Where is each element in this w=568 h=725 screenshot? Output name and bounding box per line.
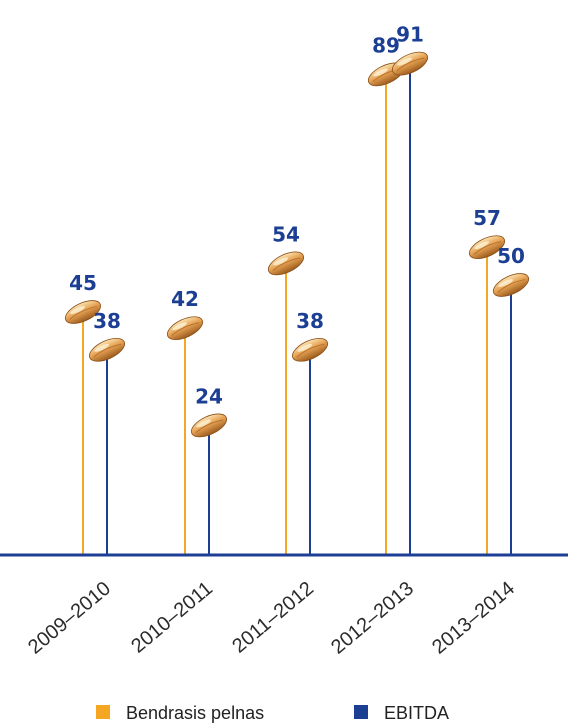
- value-label-ebitda-1: 24: [195, 384, 223, 408]
- value-label-ebitda-2: 38: [296, 309, 324, 333]
- x-tick-label-2: 2011–2012: [228, 577, 318, 657]
- x-tick-labels-layer: 2009–2010 2010–2011 2011–2012 2012–2013 2013…: [24, 577, 519, 658]
- value-label-bendrasis-pelnas-3: 89: [372, 33, 400, 57]
- legend-label-bendrasis-pelnas: Bendrasis pelnas: [126, 703, 264, 723]
- legend-label-ebitda: EBITDA: [384, 703, 449, 723]
- x-tick-label-0: 2009–2010: [24, 577, 115, 658]
- legend-swatch-bendrasis-pelnas: [96, 705, 110, 719]
- legend-swatch-ebitda: [354, 705, 368, 719]
- grain-marker-bendrasis-pelnas-0: [64, 300, 102, 324]
- x-tick-label-3: 2012–2013: [327, 577, 418, 658]
- grain-marker-ebitda-0: [88, 337, 126, 362]
- value-label-bendrasis-pelnas-0: 45: [69, 271, 97, 295]
- value-label-ebitda-4: 50: [497, 244, 525, 268]
- value-label-bendrasis-pelnas-1: 42: [171, 287, 199, 311]
- x-tick-label-1: 2010–2011: [127, 577, 217, 657]
- grain-marker-ebitda-3: [391, 51, 429, 76]
- value-label-ebitda-0: 38: [93, 309, 121, 333]
- grain-marker-bendrasis-pelnas-1: [166, 316, 204, 341]
- value-label-bendrasis-pelnas-2: 54: [272, 222, 300, 246]
- value-label-bendrasis-pelnas-4: 57: [473, 206, 501, 230]
- x-tick-label-4: 2013–2014: [428, 577, 519, 658]
- grain-marker-bendrasis-pelnas-2: [267, 251, 305, 276]
- legend: Bendrasis pelnas EBITDA: [96, 703, 449, 723]
- grain-marker-ebitda-2: [291, 337, 329, 362]
- markers-layer: [64, 51, 530, 438]
- stems-layer: [82, 63, 512, 555]
- grain-marker-ebitda-4: [492, 273, 530, 297]
- value-labels-layer: 45 42 54 89 57 38 24 38 91 50: [69, 23, 525, 409]
- grain-marker-ebitda-1: [190, 413, 228, 438]
- value-label-ebitda-3: 91: [396, 23, 424, 47]
- grain-marker-bendrasis-pelnas-4: [468, 235, 506, 260]
